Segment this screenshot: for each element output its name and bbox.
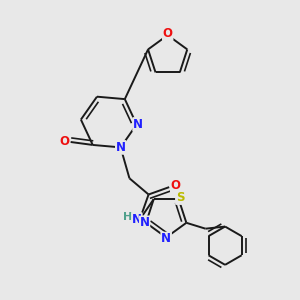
Text: O: O bbox=[59, 136, 69, 148]
Text: N: N bbox=[140, 216, 150, 229]
Text: N: N bbox=[132, 213, 142, 226]
Text: N: N bbox=[140, 216, 150, 229]
Text: S: S bbox=[176, 191, 184, 204]
Text: N: N bbox=[133, 118, 143, 131]
Text: O: O bbox=[163, 27, 173, 40]
Text: H: H bbox=[123, 212, 132, 222]
Text: N: N bbox=[116, 141, 126, 154]
Text: O: O bbox=[59, 136, 69, 148]
Text: N: N bbox=[161, 232, 171, 245]
Text: O: O bbox=[163, 27, 173, 40]
Text: O: O bbox=[171, 179, 181, 192]
Text: O: O bbox=[171, 179, 181, 192]
Text: N: N bbox=[133, 118, 143, 131]
Text: H: H bbox=[123, 212, 132, 222]
Text: N: N bbox=[116, 141, 126, 154]
Text: S: S bbox=[176, 191, 184, 204]
Text: N: N bbox=[161, 232, 171, 245]
Text: N: N bbox=[132, 213, 142, 226]
